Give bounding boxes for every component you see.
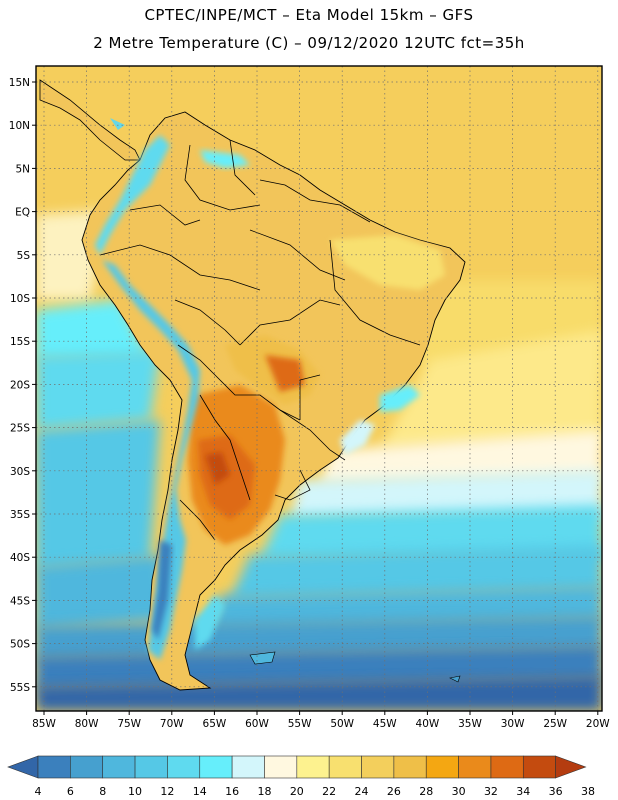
lat-tick-label: 15N — [9, 77, 30, 89]
chart-subtitle: 2 Metre Temperature (C) – 09/12/2020 12U… — [93, 34, 525, 52]
lat-tick-label: EQ — [15, 207, 30, 219]
colorbar-label: 28 — [419, 785, 433, 798]
colorbar-swatch — [102, 755, 136, 779]
lon-tick-label: 65W — [203, 718, 227, 730]
colorbar-swatch — [37, 755, 71, 779]
lat-tick-label: 30S — [10, 466, 30, 478]
colorbar-label: 4 — [35, 785, 42, 798]
lon-tick-label: 35W — [458, 718, 482, 730]
lon-tick-label: 40W — [416, 718, 440, 730]
lon-tick-label: 70W — [160, 718, 184, 730]
falkland-islands — [249, 651, 276, 665]
colorbar-swatch — [393, 755, 427, 779]
temperature-field — [36, 66, 602, 711]
axis-ticks: 15N 10N 5N EQ 5S 10S 15S 20S 25S 30S 35S 40S 45S 50S 5… — [9, 77, 611, 730]
lat-tick-label: 5N — [15, 163, 30, 175]
chart-title: CPTEC/INPE/MCT – Eta Model 15km – GFS — [144, 6, 474, 24]
colorbar-label: 32 — [484, 785, 498, 798]
lat-tick-label: 40S — [10, 552, 30, 564]
colorbar-label: 14 — [193, 785, 207, 798]
colorbar-label: 30 — [452, 785, 466, 798]
lon-tick-label: 75W — [117, 718, 141, 730]
lat-tick-label: 5S — [17, 250, 31, 262]
colorbar-swatch — [425, 755, 459, 779]
lon-tick-label: 80W — [75, 718, 99, 730]
lon-tick-label: 60W — [245, 718, 269, 730]
colorbar-swatch — [231, 755, 265, 779]
lon-tick-label: 55W — [288, 718, 312, 730]
lon-tick-label: 85W — [32, 718, 56, 730]
lat-tick-label: 20S — [10, 379, 30, 391]
colorbar-arrow-high — [555, 755, 587, 779]
colorbar-label: 18 — [257, 785, 271, 798]
lat-tick-label: 25S — [10, 423, 30, 435]
lat-tick-label: 35S — [10, 509, 30, 521]
colorbar-label: 16 — [225, 785, 239, 798]
lon-tick-label: 30W — [501, 718, 525, 730]
colorbar-swatch — [522, 755, 556, 779]
lon-tick-label: 45W — [373, 718, 397, 730]
country-borders — [99, 139, 421, 541]
map-frame — [35, 65, 603, 712]
colorbar-label: 10 — [128, 785, 142, 798]
colorbar-swatch — [458, 755, 492, 779]
colorbar-label: 38 — [581, 785, 595, 798]
colorbar-label: 20 — [290, 785, 304, 798]
lat-tick-label: 10S — [10, 293, 30, 305]
colorbar-arrow-low — [7, 755, 39, 779]
lon-tick-label: 50W — [330, 718, 354, 730]
colorbar-label: 34 — [516, 785, 530, 798]
colorbar-label: 36 — [549, 785, 563, 798]
lon-tick-label: 25W — [543, 718, 567, 730]
colorbar-swatch — [490, 755, 524, 779]
colorbar-swatch — [296, 755, 330, 779]
colorbar-label: 22 — [322, 785, 336, 798]
colorbar-swatch — [199, 755, 233, 779]
colorbar-swatch — [361, 755, 395, 779]
lat-tick-label: 50S — [10, 639, 30, 651]
colorbar-swatch — [328, 755, 362, 779]
lat-tick-label: 15S — [10, 336, 30, 348]
colorbar-swatch — [167, 755, 201, 779]
colorbar-swatch — [134, 755, 168, 779]
colorbar-label: 6 — [67, 785, 74, 798]
colorbar-label: 24 — [355, 785, 369, 798]
colorbar-swatch — [264, 755, 298, 779]
colorbar: 4 6 8 10 12 14 16 18 20 22 24 26 28 30 32 34 36 38 — [7, 755, 595, 798]
lat-tick-label: 45S — [10, 595, 30, 607]
central-america — [39, 79, 141, 161]
lon-tick-label: 20W — [586, 718, 610, 730]
colorbar-label: 8 — [99, 785, 106, 798]
colorbar-label: 26 — [387, 785, 401, 798]
colorbar-label: 12 — [160, 785, 174, 798]
lat-tick-label: 10N — [9, 120, 30, 132]
lat-tick-label: 55S — [10, 682, 30, 694]
colorbar-swatch — [70, 755, 104, 779]
